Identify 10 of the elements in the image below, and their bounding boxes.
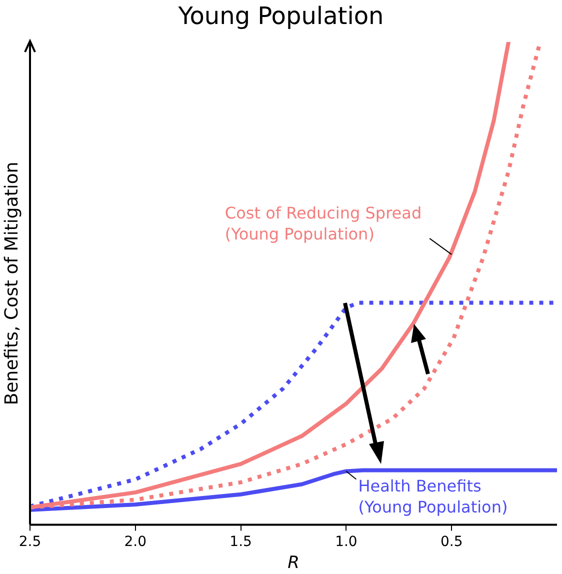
- y-axis-title: Benefits, Cost of Mitigation: [2, 162, 23, 406]
- x-tick-label: 1.5: [230, 534, 252, 550]
- x-tick-label: 0.5: [440, 534, 463, 550]
- x-tick-label: 2.5: [18, 534, 42, 550]
- x-tick-label: 2.0: [124, 534, 147, 550]
- annotation: Cost of Reducing Spread (Young Population): [224, 204, 422, 244]
- chart-title: Young Population: [177, 2, 384, 30]
- x-tick-label: 1.0: [335, 534, 358, 550]
- x-axis-title: R: [288, 553, 300, 574]
- annotation: Health Benefits (Young Population): [358, 476, 508, 516]
